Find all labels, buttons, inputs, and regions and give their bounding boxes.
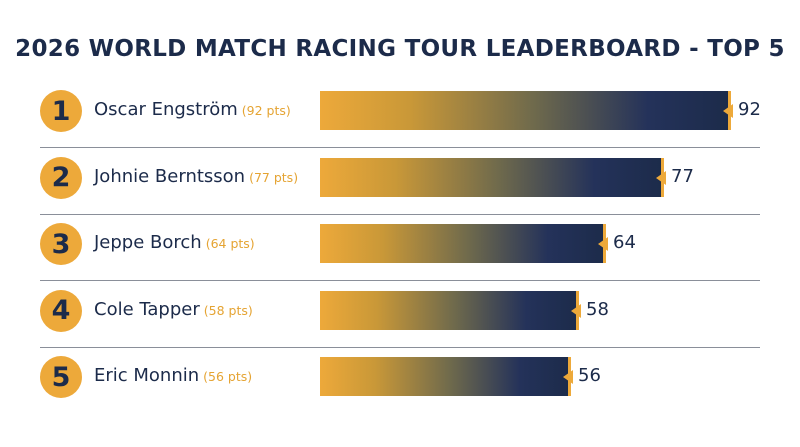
value-label: 92 xyxy=(738,99,761,120)
value-label: 58 xyxy=(586,298,609,320)
flag-marker-icon xyxy=(571,303,581,318)
leaderboard-row: 1 Oscar Engström (92 pts) 92 xyxy=(40,82,761,148)
entry-label: Jeppe Borch (64 pts) xyxy=(94,232,255,253)
score-bar xyxy=(320,224,608,263)
rank-badge: 3 xyxy=(40,223,82,265)
sailor-name: Eric Monnin xyxy=(94,365,200,386)
score-bar xyxy=(320,357,573,396)
leaderboard-row: 5 Eric Monnin (56 pts) 56 xyxy=(40,348,760,414)
row-divider xyxy=(40,280,760,281)
flag-marker-icon xyxy=(598,237,608,251)
points-label: (56 pts) xyxy=(203,369,253,384)
points-label: (77 pts) xyxy=(249,169,299,185)
leaderboard-row: 3 Jeppe Borch (64 pts) 64 xyxy=(40,215,760,281)
score-bar xyxy=(320,157,666,197)
row-divider xyxy=(40,213,760,215)
points-label: (58 pts) xyxy=(203,302,253,318)
chart-title: 2026 WORLD MATCH RACING TOUR LEADERBOARD… xyxy=(15,36,785,62)
flag-marker-icon xyxy=(563,370,573,384)
leaderboard-row: 2 Johnie Berntsson (77 pts) 77 xyxy=(40,149,760,215)
flag-marker-icon xyxy=(723,104,733,118)
rank-badge: 4 xyxy=(40,289,82,332)
sailor-name: Johnie Berntsson xyxy=(94,165,246,187)
points-label: (92 pts) xyxy=(241,103,291,118)
value-label: 77 xyxy=(671,165,694,187)
sailor-name: Oscar Engström xyxy=(94,99,238,120)
score-bar xyxy=(320,290,581,330)
value-label: 64 xyxy=(613,232,636,253)
sailor-name: Jeppe Borch xyxy=(94,232,202,253)
row-divider xyxy=(40,346,760,348)
rank-badge: 2 xyxy=(40,156,82,199)
entry-label: Cole Tapper (58 pts) xyxy=(94,299,253,320)
sailor-name: Cole Tapper xyxy=(94,298,200,320)
row-divider xyxy=(40,147,760,148)
rank-badge: 1 xyxy=(40,90,82,132)
points-label: (64 pts) xyxy=(205,236,255,251)
score-bar xyxy=(320,91,733,130)
flag-marker-icon xyxy=(656,170,666,185)
value-label: 56 xyxy=(578,365,601,386)
entry-label: Johnie Berntsson (77 pts) xyxy=(94,166,298,187)
leaderboard-row: 4 Cole Tapper (58 pts) 58 xyxy=(40,282,760,348)
entry-label: Eric Monnin (56 pts) xyxy=(94,365,252,386)
entry-label: Oscar Engström (92 pts) xyxy=(94,99,291,120)
rank-badge: 5 xyxy=(40,356,82,398)
